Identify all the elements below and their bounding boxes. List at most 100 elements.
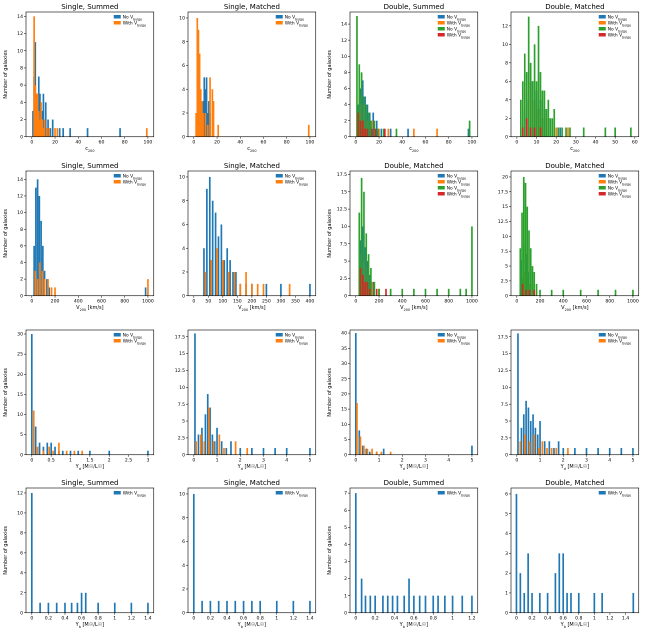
- y-tick-label: 1: [505, 591, 508, 597]
- x-tick-label: 1.2: [289, 616, 296, 622]
- x-tick-label: 3: [262, 457, 265, 463]
- bar: [43, 119, 46, 137]
- bar: [220, 440, 223, 455]
- histogram-panel-15: Double, Summed 0 0.2 0.4 0.6 0.8 1 1.2 0 1 2 3 4 5 6 7 Υ…: [327, 479, 478, 629]
- bar: [534, 427, 537, 455]
- bar: [360, 72, 362, 137]
- x-tick-label: 0.5: [48, 457, 55, 463]
- x-axis-label: Υd [M☉/L☉]: [236, 463, 266, 470]
- series-blue: [33, 179, 147, 296]
- y-tick-label: 0: [20, 134, 23, 140]
- x-tick-label: 20: [554, 139, 560, 145]
- panel-title: Double, Summed: [383, 3, 444, 11]
- bar: [147, 278, 149, 296]
- x-tick-label: 2: [400, 457, 403, 463]
- bar: [355, 402, 358, 455]
- series-blue: [515, 494, 635, 613]
- bar: [231, 271, 234, 296]
- y-tick-label: 6: [20, 83, 23, 89]
- bar: [562, 447, 565, 455]
- bar: [525, 289, 528, 296]
- series-blue: [359, 226, 374, 296]
- bar: [81, 450, 83, 455]
- x-tick-label: 1000: [466, 298, 478, 304]
- y-tick-label: 3: [505, 551, 508, 557]
- bar: [539, 289, 542, 296]
- bar: [357, 429, 360, 455]
- bar: [371, 112, 374, 137]
- y-tick-label: 0: [20, 611, 23, 617]
- bar: [435, 288, 438, 296]
- bar: [519, 440, 522, 455]
- bar: [632, 289, 635, 296]
- bar: [47, 119, 49, 137]
- histogram-panel-7: Double, Matched 0 200 400 600 800 1000 0 2.5 5 7.5…: [327, 162, 478, 312]
- bar: [361, 120, 364, 137]
- series-orange: [34, 262, 149, 296]
- bar: [407, 578, 410, 613]
- bar: [201, 601, 203, 613]
- legend-label: With Vbulge: [123, 179, 146, 186]
- bar: [597, 289, 600, 296]
- x-tick-label: 0.6: [560, 616, 567, 622]
- bar: [48, 128, 51, 137]
- bar: [551, 118, 554, 137]
- bar: [113, 603, 116, 613]
- bar: [69, 128, 71, 137]
- legend-swatch: [275, 15, 283, 19]
- bar: [526, 72, 528, 137]
- series-green: [357, 177, 473, 296]
- legend: With Vbulge: [113, 491, 146, 498]
- bar: [460, 595, 463, 613]
- y-tick-label: 5: [20, 432, 23, 438]
- legend-swatch: [275, 332, 283, 336]
- y-tick-label: 35: [341, 345, 347, 351]
- y-tick-label: 15: [341, 189, 347, 195]
- bar: [436, 595, 439, 613]
- y-tick-label: 15: [17, 391, 23, 397]
- bar: [203, 440, 205, 455]
- bar: [620, 447, 623, 455]
- histogram-panel-10: 0 1 2 3 4 5 0 2.5 5 7.5 10 12.5 15 17.5 Υd [M☉/L☉] No V…: [175, 329, 316, 470]
- bar: [443, 595, 446, 613]
- y-tick-label: 10: [341, 421, 347, 427]
- y-tick-label: 20: [17, 371, 23, 377]
- bar: [209, 601, 211, 613]
- bar: [562, 289, 565, 296]
- bar: [207, 101, 210, 137]
- legend-label: With Vbulge: [446, 338, 469, 345]
- bar: [212, 440, 215, 455]
- x-tick-label: 0: [515, 616, 518, 622]
- bar: [274, 447, 276, 455]
- y-tick-label: 10: [502, 384, 508, 390]
- y-tick-label: 2.5: [339, 276, 346, 282]
- legend-label: With Vbulge: [123, 491, 146, 498]
- x-tick-label: 80: [284, 139, 290, 145]
- x-tick-label: 0: [30, 457, 33, 463]
- y-tick-label: 8: [505, 60, 508, 66]
- series-green: [519, 176, 635, 296]
- axes-frame: [187, 11, 316, 138]
- x-tick-label: 3: [424, 457, 427, 463]
- y-tick-label: 4: [344, 542, 347, 548]
- series-blue: [354, 332, 473, 455]
- x-tick-label: 60: [632, 139, 638, 145]
- y-tick-label: 17.5: [498, 334, 508, 340]
- bar: [199, 434, 202, 455]
- bar: [369, 267, 372, 296]
- axes-frame: [349, 11, 478, 138]
- bar: [549, 118, 552, 137]
- series-blue: [517, 332, 635, 455]
- bar: [54, 287, 56, 296]
- x-tick-label: 400: [74, 298, 83, 304]
- bar: [583, 127, 585, 137]
- x-tick-label: 1.4: [144, 616, 151, 622]
- x-axis-label: Υd [M☉/L☉]: [398, 463, 428, 470]
- legend-swatch: [437, 15, 445, 19]
- bar: [375, 120, 378, 137]
- y-tick-label: 5: [505, 418, 508, 424]
- bar: [41, 270, 44, 296]
- bar: [632, 593, 635, 613]
- y-tick-label: 0: [505, 452, 508, 458]
